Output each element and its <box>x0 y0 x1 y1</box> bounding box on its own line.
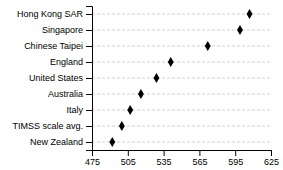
tick-label: 535 <box>157 157 172 167</box>
tick: Chinese Taipei <box>24 41 92 51</box>
tick-label: England <box>50 57 83 67</box>
tick-label: 595 <box>228 157 243 167</box>
tick-mark <box>86 30 92 31</box>
dot <box>138 89 144 99</box>
tick-label: 475 <box>85 157 100 167</box>
grid-line <box>92 78 271 79</box>
dot <box>153 73 159 83</box>
tick-mark <box>235 150 236 156</box>
grid-line <box>92 110 271 111</box>
tick-label: United States <box>29 73 84 83</box>
tick-label: Singapore <box>42 25 83 35</box>
tick: TIMSS scale avg. <box>12 121 92 131</box>
grid <box>92 14 271 142</box>
tick: 565 <box>192 150 207 167</box>
tick-label: Hong Kong SAR <box>17 9 84 19</box>
dot <box>205 41 211 51</box>
grid-line <box>92 142 271 143</box>
tick: Hong Kong SAR <box>17 9 92 19</box>
tick: Singapore <box>42 25 92 35</box>
dots <box>109 9 252 147</box>
tick-mark <box>86 126 92 127</box>
plot: 475 505 535 565 595 625 Hong Kong SAR Singapore… <box>12 7 279 168</box>
grid-line <box>92 126 271 127</box>
dot <box>109 137 115 147</box>
tick-label: TIMSS scale avg. <box>12 121 83 131</box>
tick-label: Chinese Taipei <box>24 41 83 51</box>
tick-label: 625 <box>264 157 279 167</box>
tick: United States <box>29 73 92 83</box>
dot <box>127 105 133 115</box>
tick: Italy <box>66 105 92 115</box>
axis-line <box>93 151 272 157</box>
category-axis: Hong Kong SAR Singapore Chinese Taipei Engl… <box>12 7 92 151</box>
chart: 475 505 535 565 595 625 Hong Kong SAR Singapore… <box>0 0 283 170</box>
tick-mark <box>86 14 92 15</box>
tick-label: 505 <box>121 157 136 167</box>
tick: 625 <box>264 150 279 167</box>
tick-mark <box>164 150 165 156</box>
tick: 505 <box>121 150 136 167</box>
grid-line <box>92 94 271 95</box>
tick-mark <box>128 150 129 156</box>
tick: 475 <box>85 150 100 167</box>
value-axis: 475 505 535 565 595 625 <box>85 150 279 167</box>
tick-label: 565 <box>192 157 207 167</box>
plot-area <box>92 9 271 147</box>
axis-line <box>86 7 93 151</box>
tick: Australia <box>48 89 92 99</box>
grid-line <box>92 62 271 63</box>
grid-line <box>92 46 271 47</box>
tick: 535 <box>157 150 172 167</box>
grid-line <box>92 30 271 31</box>
tick-mark <box>86 142 92 143</box>
tick-mark <box>86 46 92 47</box>
tick-label: Australia <box>48 89 83 99</box>
tick-mark <box>86 78 92 79</box>
dot <box>119 121 125 131</box>
grid-line <box>92 14 271 15</box>
tick-label: Italy <box>66 105 83 115</box>
tick-mark <box>86 110 92 111</box>
tick-mark <box>86 62 92 63</box>
dot <box>168 57 174 67</box>
tick-mark <box>271 150 272 156</box>
tick: New Zealand <box>30 137 92 147</box>
dot <box>247 9 253 19</box>
tick-mark <box>86 94 92 95</box>
tick-label: New Zealand <box>30 137 83 147</box>
tick: England <box>50 57 92 67</box>
dot <box>237 25 243 35</box>
tick-mark <box>199 150 200 156</box>
tick: 595 <box>228 150 243 167</box>
